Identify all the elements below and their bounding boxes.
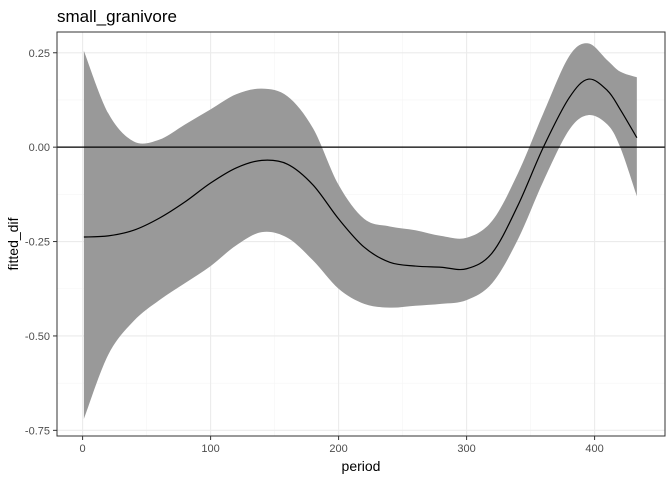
- y-tick-label: 0.25: [29, 48, 50, 60]
- x-tick-label: 300: [457, 443, 475, 455]
- chart-title: small_granivore: [57, 7, 177, 26]
- x-tick-label: 0: [80, 443, 86, 455]
- x-axis-title: period: [342, 458, 381, 474]
- y-tick-label: -0.50: [25, 331, 50, 343]
- y-tick-label: -0.25: [25, 237, 50, 249]
- y-axis-title: fitted_dif: [5, 217, 21, 270]
- y-tick-label: 0.00: [29, 142, 50, 154]
- fitted-line: [83, 78, 638, 271]
- x-tick-label: 100: [201, 443, 219, 455]
- x-tick-label: 200: [329, 443, 347, 455]
- fitted-line-layer: [83, 78, 638, 271]
- panel-border: [56, 31, 666, 437]
- confidence-band-layer: [83, 43, 637, 420]
- y-tick-label: -0.75: [25, 425, 50, 437]
- x-tick-label: 400: [585, 443, 603, 455]
- confidence-band: [83, 43, 637, 420]
- axes: 0 100 200 300 400 -0.75 -0.50 -0.25 0.00 0.25: [25, 48, 604, 455]
